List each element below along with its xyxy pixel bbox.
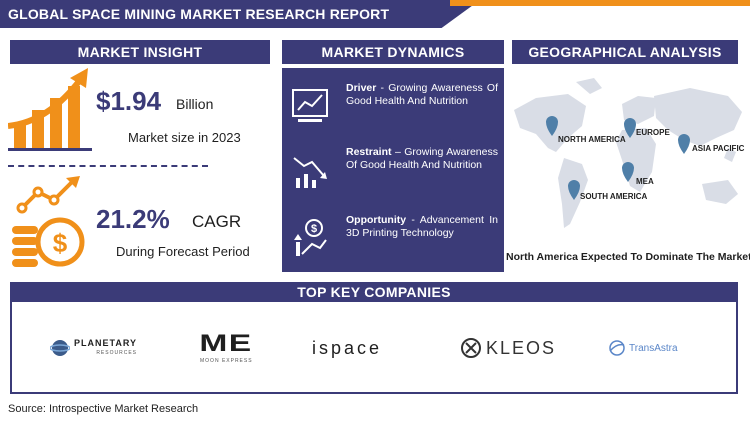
logo-planetary-resources: PLANETARY RESOURCES [50,330,137,366]
planet-logo-icon [50,340,70,356]
logo-transastra: TransAstra [608,330,678,366]
moon-express-sub: MOON EXPRESS [200,357,253,364]
market-insight-panel: $1.94 Billion Market size in 2023 $ 21.2… [8,66,278,276]
rising-chart-screen-icon [292,89,328,122]
geographical-analysis-header: GEOGRAPHICAL ANALYSIS [512,40,738,64]
logo-moon-express: ME MOON EXPRESS [200,330,253,366]
cagr-unit: CAGR [192,212,242,231]
label-mea: MEA [636,177,654,186]
transastra-logo-icon [609,340,625,356]
region-pins [546,116,690,200]
source-note: Source: Introspective Market Research [8,403,199,415]
report-title: GLOBAL SPACE MINING MARKET RESEARCH REPO… [8,6,390,22]
dollar-coins-growth-icon: $ [12,176,85,267]
insight-divider [8,165,208,167]
market-size-label: Market size in 2023 [128,130,241,145]
label-south-america: SOUTH AMERICA [580,192,647,201]
dynamics-opportunity: $ Opportunity - Advancement In 3D Printi… [290,214,500,264]
market-dynamics-header: MARKET DYNAMICS [282,40,504,64]
logo-kleos: KLEOS [460,330,556,366]
companies-panel: PLANETARY RESOURCES ME MOON EXPRESS ispa… [10,302,738,394]
market-dynamics-panel: Driver - Growing Awareness Of Good Healt… [282,68,504,272]
dollar-hand-growth-icon: $ [294,219,327,256]
market-size-unit: Billion [176,96,214,112]
label-asia-pacific: ASIA PACIFIC [692,144,745,153]
title-banner: GLOBAL SPACE MINING MARKET RESEARCH REPO… [0,0,750,30]
top-key-companies-header: TOP KEY COMPANIES [10,282,738,302]
title-band [0,0,480,28]
restraint-text: Growing Awareness Of Good Health And Nut… [346,146,498,171]
pin-asia-pacific [678,134,690,154]
planetary-sub: RESOURCES [96,350,137,356]
kleos-logo-icon [461,338,481,358]
world-map-landmass [514,78,742,228]
market-size-value: $1.94 [96,86,162,116]
market-insight-header: MARKET INSIGHT [10,40,270,64]
pin-north-america [546,116,558,136]
pin-europe [624,118,636,138]
label-north-america: NORTH AMERICA [558,135,626,144]
pin-mea [622,162,634,182]
svg-text:$: $ [311,223,317,235]
planetary-name: PLANETARY [74,338,137,348]
pin-south-america [568,180,580,200]
logo-ispace: ispace [312,330,382,366]
title-accent-stripe [450,0,750,6]
opportunity-title: Opportunity [346,214,407,226]
world-map: NORTH AMERICA EUROPE ASIA PACIFIC MEA SO… [514,78,745,228]
driver-title: Driver [346,82,377,94]
geo-caption: North America Expected To Dominate The M… [506,251,750,263]
restraint-separator: – [391,146,405,158]
restraint-title: Restraint [346,146,392,158]
opportunity-text: Advancement In 3D Printing Technology [346,214,498,239]
opportunity-separator: - [406,214,420,226]
label-europe: EUROPE [636,128,670,137]
dynamics-driver: Driver - Growing Awareness Of Good Healt… [290,82,500,132]
falling-chart-icon [293,157,327,188]
ispace-name: ispace [312,337,383,358]
bar-growth-chart-icon [8,68,92,151]
cagr-label: During Forecast Period [116,244,250,259]
driver-text: Growing Awareness Of Good Health And Nut… [346,82,498,107]
dynamics-restraint: Restraint – Growing Awareness Of Good He… [290,146,500,196]
driver-separator: - [376,82,389,94]
transastra-name: TransAstra [629,342,678,354]
svg-text:$: $ [53,228,68,258]
cagr-value: 21.2% [96,204,170,234]
moon-express-mark: ME [199,329,253,357]
kleos-name: KLEOS [486,337,557,358]
